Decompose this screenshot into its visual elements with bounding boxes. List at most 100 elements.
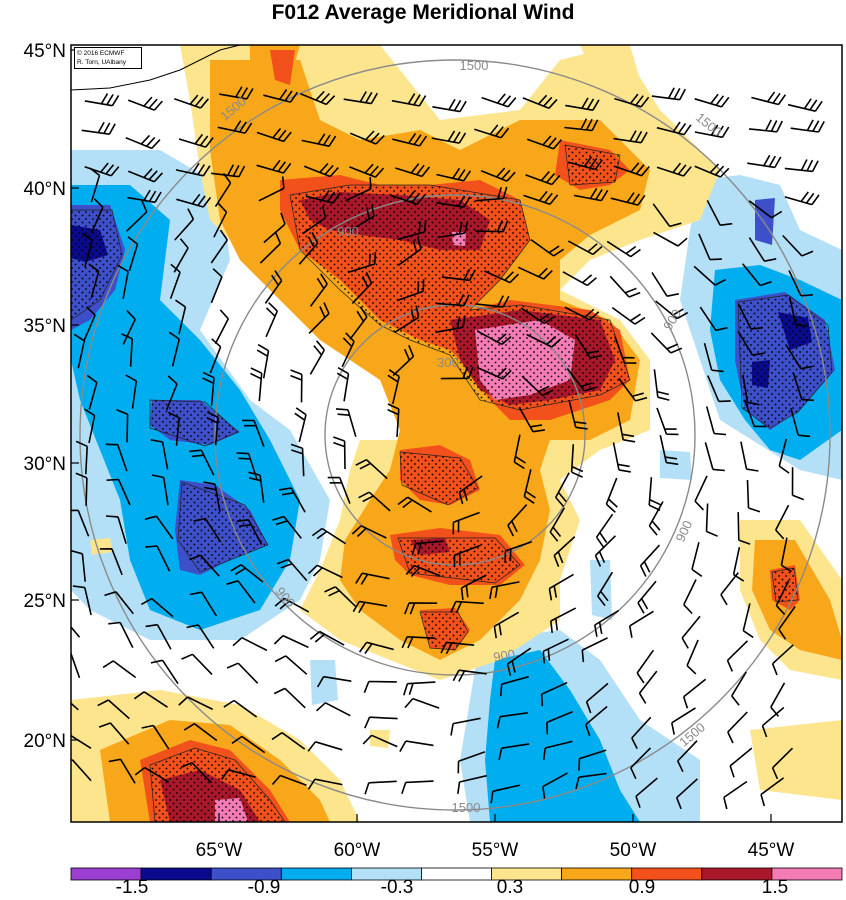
wind-barb [639, 544, 661, 577]
wind-barb [175, 299, 187, 335]
wind-barb [125, 134, 161, 150]
wind-barb [682, 678, 707, 709]
wind-barb [307, 564, 343, 579]
wind-barb [335, 408, 357, 437]
lat-label-30n: 30°N [24, 454, 66, 475]
wind-barb [117, 264, 129, 300]
wind-barb [302, 205, 327, 235]
wind-barb [653, 369, 670, 401]
wind-barb [391, 93, 427, 107]
wind-barb [345, 176, 372, 202]
wind-barb [460, 574, 487, 600]
wind-barb [475, 295, 510, 308]
wind-barb [727, 711, 748, 744]
wind-barb [726, 640, 749, 672]
wind-barb [274, 655, 308, 675]
wind-barb [656, 407, 679, 436]
wind-barb [125, 200, 148, 232]
wind-barb [397, 496, 432, 513]
wind-barb [437, 221, 469, 239]
wind-barb [358, 641, 394, 654]
wind-barb [778, 438, 790, 474]
wind-barb [178, 133, 214, 148]
wind-barb [731, 671, 747, 706]
wind-barb [785, 344, 813, 370]
wind-barb [399, 740, 434, 752]
wind-barb [202, 371, 215, 406]
wind-barb [542, 740, 573, 761]
wind-barb [614, 336, 637, 364]
wind-barb [574, 333, 603, 359]
wind-barb [178, 696, 214, 711]
wind-barb [213, 202, 228, 238]
wind-barb [387, 403, 400, 437]
wind-barb [431, 130, 467, 144]
wind-barb [481, 93, 517, 108]
wind-barb [450, 600, 484, 614]
wind-barb [706, 200, 733, 226]
wind-barb [741, 263, 772, 287]
wind-barb [75, 440, 88, 475]
colorbar-label: 1.5 [762, 877, 788, 898]
wind-barb [341, 332, 355, 368]
wind-barb [84, 93, 120, 107]
wind-barb [168, 331, 180, 367]
wind-barb [450, 717, 481, 736]
wind-barb [186, 624, 215, 649]
wind-barb [250, 367, 263, 402]
wind-barb [496, 712, 528, 729]
wind-barb [681, 615, 701, 649]
wind-barb [614, 162, 650, 177]
wind-barb [694, 124, 730, 139]
wind-barb [610, 192, 646, 206]
wind-barb [523, 190, 559, 206]
wind-barb [703, 342, 724, 373]
wind-barb [336, 367, 350, 402]
lat-label-40n: 40°N [24, 179, 66, 200]
wind-barb [475, 220, 509, 233]
ring-label: 900 [337, 224, 359, 239]
wind-barb [617, 412, 636, 443]
wind-barb [490, 784, 521, 804]
wind-barb [83, 306, 96, 342]
wind-barb [567, 156, 603, 171]
wind-barb [263, 212, 286, 244]
wind-barb [436, 195, 471, 208]
wind-barb [259, 232, 282, 264]
wind-barb [140, 597, 174, 618]
wind-barb [609, 275, 641, 298]
wind-barb [636, 649, 655, 684]
wind-barb [484, 270, 520, 284]
wind-barb [362, 734, 398, 748]
wind-barb [771, 747, 794, 780]
wind-barb [189, 449, 215, 476]
wind-barb [742, 374, 760, 406]
wind-barbs [71, 86, 825, 810]
wind-barb [324, 586, 357, 607]
wind-barb [180, 761, 213, 784]
wind-barb [108, 758, 136, 784]
wind-barb [397, 219, 427, 241]
wind-barb [169, 263, 181, 299]
wind-barb [542, 772, 568, 799]
wind-barb [594, 609, 620, 637]
wind-barb [784, 191, 820, 206]
colorbar-label: -0.9 [248, 877, 281, 898]
wind-barb [705, 406, 727, 436]
wind-barb [363, 680, 397, 693]
wind-barb [145, 545, 171, 572]
wind-barb [564, 118, 599, 132]
wind-barb [788, 270, 813, 297]
wind-barb [476, 330, 512, 346]
wind-barb [404, 697, 440, 709]
wind-barb [209, 338, 222, 374]
wind-barb [554, 472, 570, 508]
wind-barb [90, 198, 104, 234]
wind-barb [168, 411, 180, 446]
wind-barb [271, 774, 307, 786]
wind-barb [747, 154, 782, 169]
wind-barb [542, 638, 569, 664]
wind-barb [81, 121, 116, 135]
wind-barb [98, 722, 130, 745]
wind-barb [638, 670, 658, 704]
